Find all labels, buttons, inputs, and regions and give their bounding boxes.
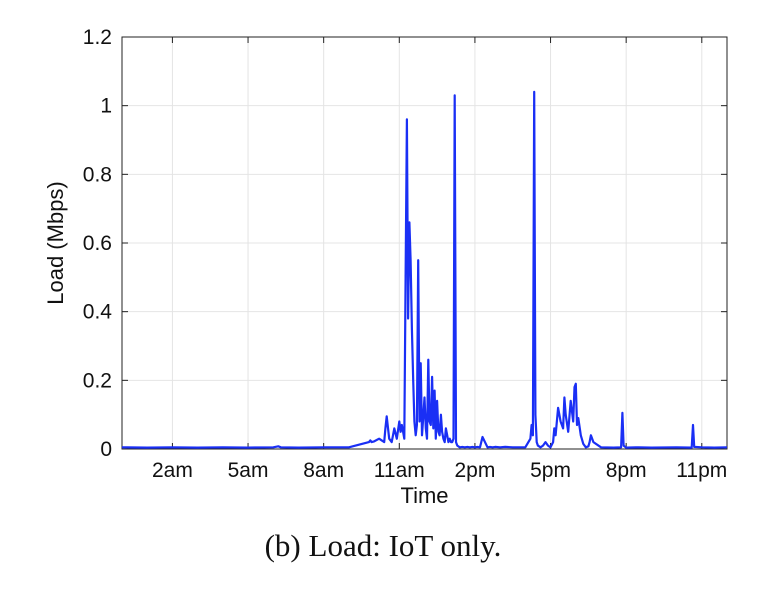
- x-tick-label: 8am: [303, 459, 344, 482]
- x-tick-label: 8pm: [606, 459, 647, 482]
- y-tick-label: 0.4: [83, 301, 113, 324]
- x-tick-label: 11am: [374, 459, 425, 482]
- x-tick-label: 5pm: [530, 459, 571, 482]
- x-tick-label: 5am: [228, 459, 269, 482]
- y-tick-label: 0: [100, 438, 112, 461]
- line-chart: 2am 5am 8am 11am 2pm 5pm 8pm 11pm 0 0.2 0.4 0.6 0.8…: [43, 26, 728, 508]
- x-tick-labels: 2am 5am 8am 11am 2pm 5pm 8pm 11pm: [152, 459, 727, 482]
- x-tick-label: 2am: [152, 459, 193, 482]
- x-axis-label: Time: [400, 483, 448, 508]
- y-tick-label: 0.6: [83, 232, 112, 255]
- y-tick-label: 0.8: [83, 163, 112, 186]
- y-axis-label: Load (Mbps): [43, 181, 68, 305]
- x-tick-label: 11pm: [676, 459, 727, 482]
- x-tick-label: 2pm: [454, 459, 495, 482]
- y-tick-label: 1: [100, 95, 112, 118]
- series-line-load: [121, 90, 728, 449]
- figure-caption: (b) Load: IoT only.: [264, 528, 502, 563]
- grid: [122, 36, 727, 450]
- y-tick-labels: 0 0.2 0.4 0.6 0.8 1 1.2: [83, 26, 113, 461]
- y-tick-label: 0.2: [83, 369, 112, 392]
- y-tick-label: 1.2: [83, 26, 112, 49]
